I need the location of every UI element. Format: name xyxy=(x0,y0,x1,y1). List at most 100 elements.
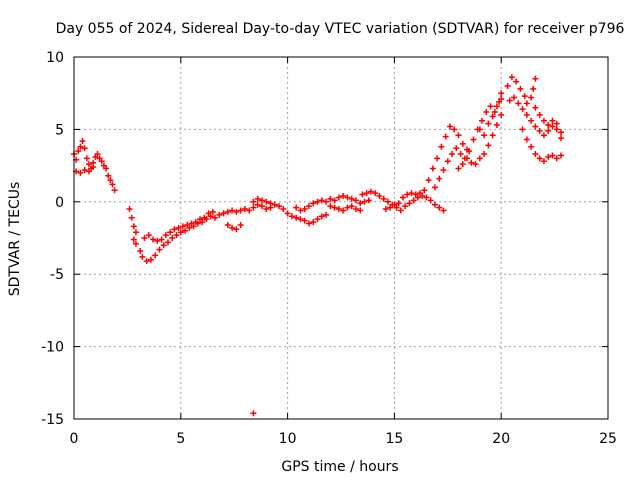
data-point xyxy=(485,120,492,127)
data-point xyxy=(293,214,300,221)
data-point xyxy=(553,126,560,133)
data-point xyxy=(297,216,304,223)
data-point xyxy=(453,145,460,152)
data-point xyxy=(156,246,163,253)
data-point xyxy=(301,206,308,213)
data-point xyxy=(267,200,274,207)
data-point xyxy=(344,204,351,211)
data-point xyxy=(485,142,492,149)
y-axis-label: SDTVAR / TECUs xyxy=(7,182,23,297)
data-point xyxy=(429,165,436,172)
data-point xyxy=(481,132,488,139)
data-point xyxy=(528,94,535,101)
data-point xyxy=(476,126,483,133)
data-point xyxy=(408,190,415,197)
data-point xyxy=(141,235,148,241)
data-point xyxy=(276,203,283,210)
data-point xyxy=(132,229,139,236)
data-point xyxy=(387,204,394,211)
data-point xyxy=(519,126,526,133)
data-point xyxy=(457,151,464,158)
data-point xyxy=(470,136,477,143)
data-point xyxy=(545,153,552,160)
data-point xyxy=(476,155,483,162)
data-point xyxy=(431,201,438,208)
y-tick-label: 5 xyxy=(55,122,64,138)
data-point xyxy=(478,117,485,124)
data-point xyxy=(404,191,411,198)
data-point xyxy=(323,211,330,218)
data-point xyxy=(498,95,505,102)
data-point xyxy=(233,208,240,215)
data-point xyxy=(412,191,419,198)
data-point xyxy=(523,136,530,143)
data-point xyxy=(314,216,321,223)
data-point xyxy=(417,190,424,197)
data-point xyxy=(340,207,347,214)
data-point xyxy=(395,200,402,207)
data-point xyxy=(280,206,287,213)
data-point xyxy=(352,206,359,213)
data-point xyxy=(348,195,355,202)
data-point xyxy=(139,253,146,260)
data-point xyxy=(464,155,471,162)
data-point xyxy=(310,219,317,226)
data-point xyxy=(372,190,379,197)
data-point xyxy=(365,197,372,204)
plot-frame xyxy=(73,56,609,420)
data-point xyxy=(431,184,438,191)
data-point xyxy=(438,143,445,150)
data-point xyxy=(314,198,321,205)
x-tick-label: 15 xyxy=(385,431,403,447)
data-point xyxy=(192,219,199,226)
y-tick-label: -5 xyxy=(50,267,64,283)
data-point xyxy=(150,236,157,243)
data-point xyxy=(508,74,515,81)
data-point xyxy=(224,221,231,228)
data-point xyxy=(506,97,513,104)
data-point xyxy=(211,214,218,221)
data-point xyxy=(263,206,270,213)
data-point xyxy=(436,175,443,182)
data-point xyxy=(530,85,537,92)
data-point xyxy=(237,221,244,228)
data-point xyxy=(177,229,184,236)
data-point xyxy=(361,198,368,205)
data-point xyxy=(558,135,565,142)
data-point xyxy=(175,224,182,231)
data-point xyxy=(288,213,295,220)
data-point xyxy=(173,232,180,239)
data-point xyxy=(145,232,152,239)
data-point xyxy=(130,223,137,230)
data-point xyxy=(523,111,530,118)
data-point xyxy=(513,78,520,85)
data-point xyxy=(558,129,565,136)
data-point xyxy=(318,213,325,220)
data-point xyxy=(81,166,88,173)
data-point xyxy=(532,151,539,158)
data-point xyxy=(254,201,261,208)
x-tick-label: 20 xyxy=(492,431,510,447)
data-point xyxy=(340,193,347,200)
data-point xyxy=(107,177,114,184)
data-point xyxy=(498,90,505,97)
data-point xyxy=(382,206,389,213)
data-point xyxy=(391,201,398,208)
data-point xyxy=(487,103,494,110)
data-point xyxy=(517,85,524,92)
data-point xyxy=(152,252,159,259)
data-point xyxy=(323,198,330,205)
data-point xyxy=(357,200,364,207)
data-point xyxy=(310,200,317,207)
data-point xyxy=(399,194,406,201)
data-point xyxy=(425,177,432,184)
data-point xyxy=(103,165,110,172)
data-points xyxy=(71,74,565,417)
data-point xyxy=(335,206,342,213)
data-point xyxy=(357,207,364,214)
data-point xyxy=(229,224,236,231)
data-point xyxy=(229,207,236,214)
data-point xyxy=(305,220,312,227)
data-point xyxy=(85,168,92,175)
data-point xyxy=(137,248,144,255)
